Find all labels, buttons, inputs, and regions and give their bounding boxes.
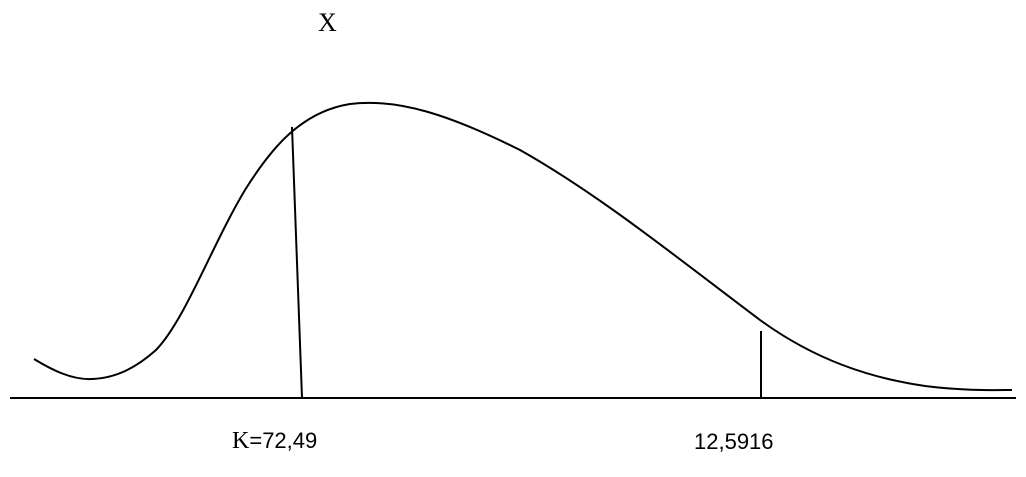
- k-value: =72,49: [249, 428, 318, 453]
- k-letter: K: [232, 428, 250, 454]
- chi-square-symbol: X: [318, 8, 337, 37]
- distribution-curve: [33, 101, 1013, 392]
- k-value-label: K=72,49: [232, 429, 317, 453]
- critical-value-label: 12,5916: [694, 429, 774, 454]
- k-marker-line: [291, 126, 303, 399]
